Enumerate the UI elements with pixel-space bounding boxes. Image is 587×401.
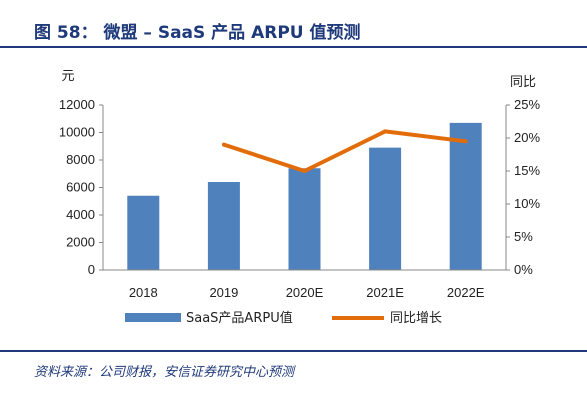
bar-2019 bbox=[207, 182, 240, 270]
bar-2021E bbox=[369, 147, 402, 270]
growth-line bbox=[223, 129, 466, 173]
left-axis-tick-label: 10000 bbox=[59, 125, 95, 140]
x-axis-tick-label: 2019 bbox=[209, 285, 238, 300]
left-axis-tick-label: 4000 bbox=[66, 207, 95, 222]
growth-point-2021E bbox=[383, 129, 388, 134]
left-axis-tick-label: 12000 bbox=[59, 97, 95, 112]
growth-point-2020E bbox=[302, 169, 307, 173]
bar-2020E bbox=[288, 168, 321, 270]
right-axis-tick-label: 20% bbox=[514, 130, 540, 145]
left-axis-tick-label: 2000 bbox=[66, 235, 95, 250]
growth-point-2019 bbox=[221, 142, 226, 147]
chart: 0 2000 4000 6000 8000 10000 12000 0% 5% 10% 15% 20%… bbox=[59, 69, 541, 326]
right-axis-tick-label: 5% bbox=[514, 229, 533, 244]
right-axis-tick-label: 10% bbox=[514, 196, 540, 211]
x-axis-tick-label: 2022E bbox=[447, 285, 485, 300]
legend-label-line: 同比增长 bbox=[390, 311, 442, 326]
left-axis-tick-label: 8000 bbox=[66, 152, 95, 167]
legend-label-bar: SaaS产品ARPU值 bbox=[186, 310, 293, 326]
bar-2018 bbox=[127, 195, 160, 270]
bar-2022E bbox=[449, 122, 482, 270]
right-axis-unit: 同比 bbox=[510, 75, 536, 90]
growth-point-2022E bbox=[463, 139, 468, 144]
figure-title: 图 58： 微盟 – SaaS 产品 ARPU 值预测 bbox=[34, 23, 361, 43]
right-axis-tick-label: 15% bbox=[514, 163, 540, 178]
left-axis-unit: 元 bbox=[61, 69, 74, 84]
x-axis-tick-label: 2021E bbox=[366, 285, 404, 300]
right-axis-tick-label: 25% bbox=[514, 97, 540, 112]
source-note: 资料来源：公司财报，安信证券研究中心预测 bbox=[34, 365, 295, 380]
right-axis-tick-label: 0% bbox=[514, 262, 533, 277]
left-axis-tick-label: 0 bbox=[88, 262, 95, 277]
left-axis-tick-label: 6000 bbox=[66, 180, 95, 195]
title-rule bbox=[0, 46, 587, 48]
footer-rule bbox=[0, 350, 587, 352]
x-axis-tick-label: 2018 bbox=[129, 285, 158, 300]
x-axis-tick-label: 2020E bbox=[286, 285, 324, 300]
legend: SaaS产品ARPU值 同比增长 bbox=[125, 310, 442, 326]
legend-swatch-bar bbox=[125, 313, 181, 322]
